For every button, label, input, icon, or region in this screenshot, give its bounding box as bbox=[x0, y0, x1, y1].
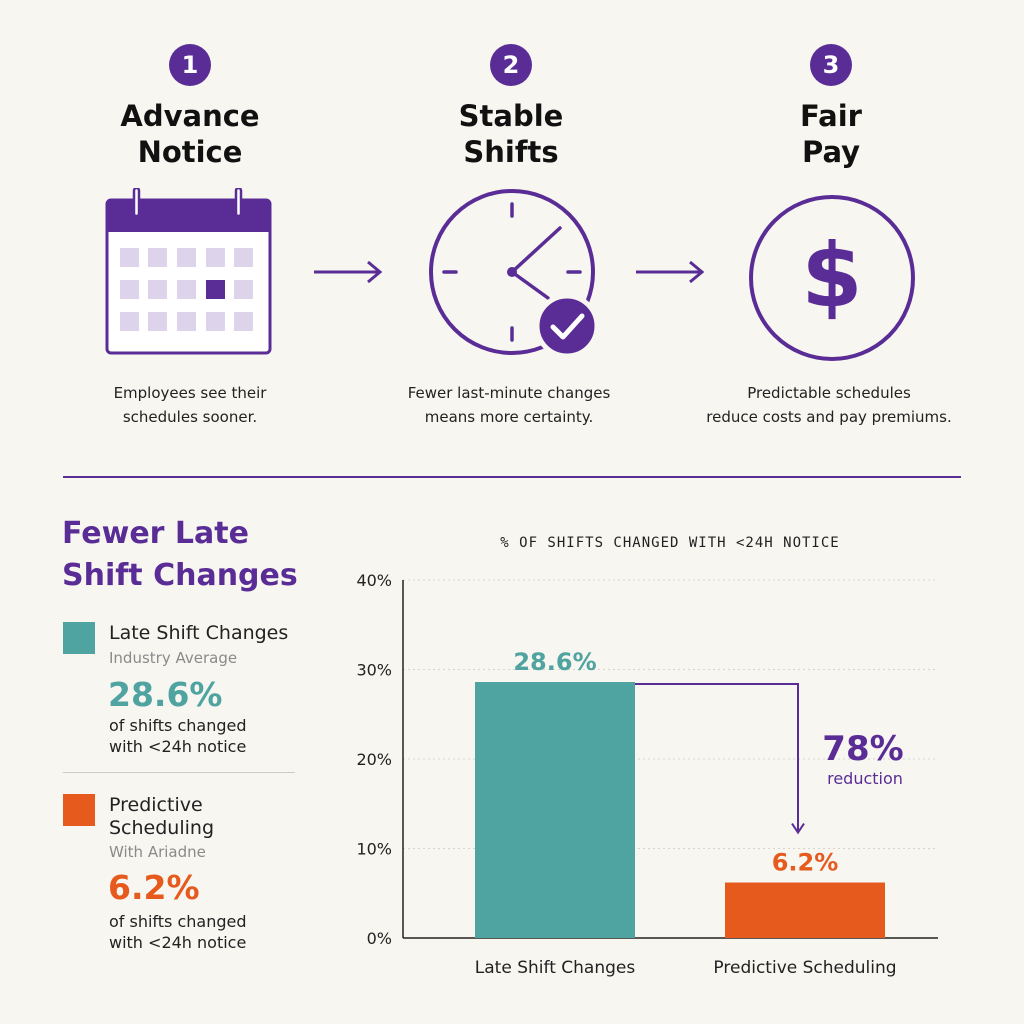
step-2-description-line1: Fewer last-minute changes bbox=[407, 384, 611, 402]
y-tick-label: 40% bbox=[356, 571, 392, 590]
reduction-arrowhead bbox=[791, 822, 805, 835]
step-2-description-line2: means more certainty. bbox=[424, 408, 594, 426]
step-3-title-line2: Pay bbox=[801, 135, 861, 169]
step-1-number: 1 bbox=[181, 51, 199, 79]
step-2-description: Fewer last-minute changes means more cer… bbox=[369, 381, 649, 429]
legend-swatch-teal bbox=[63, 622, 95, 654]
legend-title: Fewer Late Shift Changes bbox=[62, 513, 362, 597]
step-1-number-badge: 1 bbox=[169, 44, 211, 86]
reduction-label: reduction bbox=[827, 769, 903, 788]
x-tick-label: Predictive Scheduling bbox=[713, 958, 896, 978]
chart-title: % OF SHIFTS CHANGED WITH <24H NOTICE bbox=[500, 535, 840, 551]
step-1-description: Employees see their schedules sooner. bbox=[50, 381, 330, 429]
dollar-circle-icon: $ bbox=[749, 195, 915, 361]
legend-item-2-desc-line2: with <24h notice bbox=[109, 933, 247, 952]
legend-item-1-name: Late Shift Changes bbox=[109, 622, 288, 645]
calendar-icon bbox=[105, 188, 272, 355]
step-3-number: 3 bbox=[822, 51, 840, 79]
step-3-description-line2: reduce costs and pay premiums. bbox=[706, 408, 952, 426]
step-2-number-badge: 2 bbox=[490, 44, 532, 86]
legend-title-line2: Shift Changes bbox=[62, 558, 298, 593]
step-1-title-line1: Advance bbox=[120, 99, 260, 133]
arrow-right-icon bbox=[314, 260, 383, 284]
arrow-right-icon bbox=[636, 260, 705, 284]
step-3-description: Predictable schedules reduce costs and p… bbox=[689, 381, 969, 429]
legend-item-2-desc: of shifts changed with <24h notice bbox=[109, 911, 247, 953]
legend-item-2-name-line2: Scheduling bbox=[109, 817, 215, 839]
legend-item-2-name: Predictive Scheduling bbox=[109, 794, 214, 840]
svg-text:$: $ bbox=[801, 224, 862, 327]
reduction-value: 78% bbox=[822, 729, 903, 769]
step-1-description-line2: schedules sooner. bbox=[122, 408, 258, 426]
step-3-number-badge: 3 bbox=[810, 44, 852, 86]
y-tick-label: 0% bbox=[367, 929, 392, 948]
bar-chart: 0% 10% 20% 30% 40% 28.6% Late Shift Changes 6.2… bbox=[356, 571, 938, 978]
bar bbox=[475, 682, 635, 938]
data-label: 6.2% bbox=[772, 849, 839, 877]
step-1-title: Advance Notice bbox=[60, 98, 320, 170]
legend-item-1-desc: of shifts changed with <24h notice bbox=[109, 715, 247, 757]
reduction-connector bbox=[635, 683, 799, 833]
legend-item-2-sub: With Ariadne bbox=[109, 843, 206, 861]
step-2-title-line2: Shifts bbox=[463, 135, 559, 169]
legend-item-1-desc-line2: with <24h notice bbox=[109, 737, 247, 756]
step-2-title-line1: Stable bbox=[458, 99, 564, 133]
legend-item-2-name-line1: Predictive bbox=[109, 794, 203, 816]
legend-item-1-value: 28.6% bbox=[108, 675, 223, 714]
y-tick-label: 30% bbox=[356, 661, 392, 680]
x-tick-label: Late Shift Changes bbox=[475, 958, 636, 978]
step-1-description-line1: Employees see their bbox=[113, 384, 267, 402]
legend-separator bbox=[63, 772, 295, 773]
legend-item-2-desc-line1: of shifts changed bbox=[109, 912, 247, 931]
step-1-title-line2: Notice bbox=[137, 135, 243, 169]
legend-item-1-desc-line1: of shifts changed bbox=[109, 716, 247, 735]
legend-item-2-value: 6.2% bbox=[108, 868, 200, 907]
bar bbox=[725, 882, 885, 938]
clock-check-icon bbox=[429, 189, 600, 359]
step-3-title-line1: Fair bbox=[800, 99, 862, 133]
legend-item-1-name-line1: Late Shift Changes bbox=[109, 622, 289, 644]
y-tick-label: 20% bbox=[356, 750, 392, 769]
y-tick-label: 10% bbox=[356, 840, 392, 859]
data-label: 28.6% bbox=[513, 648, 596, 676]
legend-title-line1: Fewer Late bbox=[62, 516, 249, 551]
step-2-title: Stable Shifts bbox=[381, 98, 641, 170]
legend-swatch-orange bbox=[63, 794, 95, 826]
legend-item-1-sub: Industry Average bbox=[109, 649, 238, 667]
section-divider bbox=[63, 476, 961, 478]
step-3-title: Fair Pay bbox=[701, 98, 961, 170]
step-2-number: 2 bbox=[502, 51, 520, 79]
step-3-description-line1: Predictable schedules bbox=[747, 384, 911, 402]
